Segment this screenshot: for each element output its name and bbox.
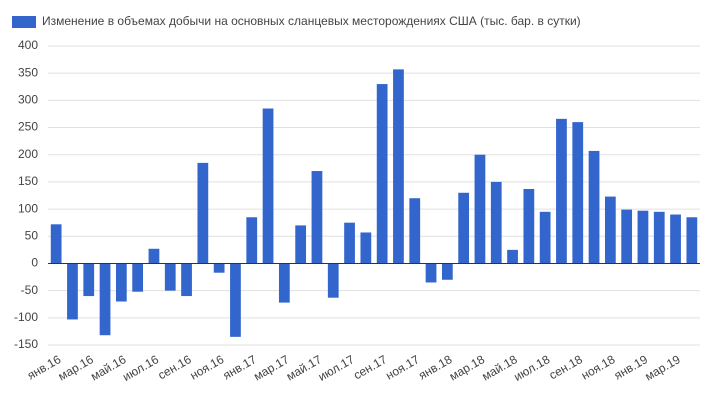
y-tick-label: -50	[21, 283, 39, 297]
bar	[523, 188, 535, 264]
y-tick-label: 50	[25, 228, 39, 242]
bar	[360, 232, 372, 264]
x-tick-label: ноя.17	[383, 352, 422, 383]
bar	[164, 263, 176, 291]
bar	[393, 69, 404, 264]
bar	[458, 192, 470, 264]
y-tick-label: 300	[18, 93, 38, 107]
bar	[246, 217, 258, 264]
x-tick-label: янв.19	[612, 352, 651, 382]
bar	[67, 263, 78, 320]
bar	[572, 122, 584, 264]
y-tick-label: 250	[18, 120, 38, 134]
bar	[490, 181, 502, 264]
x-tick-label: сен.16	[155, 352, 193, 382]
bar	[83, 263, 95, 297]
y-tick-label: 350	[18, 65, 38, 79]
x-tick-label: май.16	[88, 352, 128, 383]
bar	[653, 211, 665, 264]
bar	[409, 198, 421, 264]
bar	[295, 225, 307, 264]
y-tick-label: 0	[31, 256, 38, 270]
bar	[197, 162, 209, 264]
bar	[262, 108, 274, 264]
bar	[115, 263, 127, 302]
legend-swatch	[12, 16, 36, 28]
x-tick-label: май.18	[479, 352, 519, 383]
x-tick-label: сен.18	[547, 352, 585, 382]
bar	[230, 263, 241, 337]
y-tick-label: -100	[14, 310, 38, 324]
bar	[213, 263, 225, 273]
bar	[474, 154, 486, 264]
bar	[588, 150, 600, 264]
bar	[50, 224, 62, 264]
y-tick-label: 150	[18, 174, 38, 188]
x-tick-label: мар.17	[251, 352, 291, 383]
x-tick-label: июл.16	[120, 352, 161, 384]
bar	[621, 209, 633, 264]
x-tick-label: янв.17	[220, 352, 259, 382]
bar	[327, 263, 339, 298]
bar	[181, 263, 192, 297]
y-tick-label: 200	[18, 147, 38, 161]
legend-label: Изменение в объемах добычи на основных с…	[42, 14, 581, 28]
x-tick-label: ноя.16	[188, 352, 227, 383]
bar	[344, 222, 355, 264]
x-tick-label: июл.17	[316, 352, 357, 384]
bar	[278, 263, 290, 303]
bar	[376, 84, 388, 264]
bar	[441, 263, 453, 280]
bar	[686, 217, 698, 264]
bar	[556, 118, 567, 264]
x-tick-label: янв.16	[25, 352, 64, 382]
bar	[539, 211, 551, 264]
x-tick-label: мар.19	[642, 352, 682, 383]
bar	[670, 214, 681, 264]
x-tick-label: сен.17	[351, 352, 389, 382]
bar	[132, 263, 144, 292]
x-tick-label: мар.16	[56, 352, 96, 383]
bar	[425, 263, 437, 283]
bar	[637, 210, 649, 264]
bar	[99, 263, 111, 336]
y-tick-label: 400	[18, 38, 38, 52]
bar	[604, 196, 616, 264]
bar	[148, 248, 160, 264]
x-tick-label: июл.18	[511, 352, 552, 384]
x-tick-label: янв.18	[416, 352, 455, 382]
x-tick-label: ноя.18	[579, 352, 618, 383]
x-tick-label: мар.18	[447, 352, 487, 383]
y-tick-label: 100	[18, 201, 38, 215]
x-tick-label: май.17	[284, 352, 324, 383]
y-tick-label: -150	[14, 337, 38, 351]
bar	[311, 171, 323, 264]
bar	[507, 249, 518, 264]
